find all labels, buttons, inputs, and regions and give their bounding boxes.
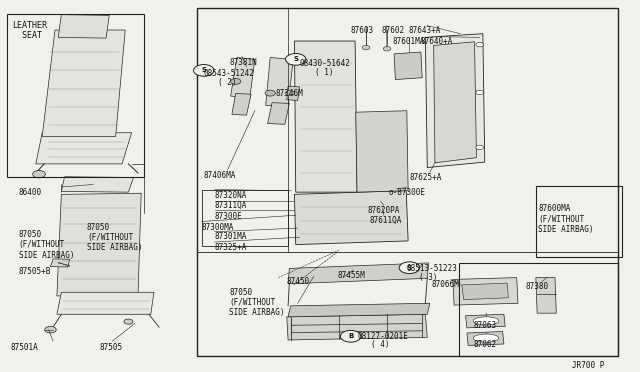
Circle shape <box>476 90 483 94</box>
Circle shape <box>193 64 214 76</box>
Polygon shape <box>394 52 422 80</box>
Circle shape <box>285 90 294 96</box>
Text: 87320NA: 87320NA <box>214 191 247 200</box>
Text: 08543-51242: 08543-51242 <box>204 68 255 77</box>
Polygon shape <box>294 41 357 192</box>
Circle shape <box>362 45 370 50</box>
Text: 87050
(F/WITHOUT
SIDE AIRBAG): 87050 (F/WITHOUT SIDE AIRBAG) <box>87 222 143 252</box>
Text: 87505: 87505 <box>100 343 123 352</box>
Polygon shape <box>51 259 70 267</box>
Polygon shape <box>288 303 430 317</box>
Polygon shape <box>356 111 408 192</box>
Bar <box>202 190 288 246</box>
Circle shape <box>45 326 56 333</box>
Text: 87062: 87062 <box>473 340 497 349</box>
Text: 87300MA: 87300MA <box>202 222 234 232</box>
Polygon shape <box>61 177 134 192</box>
Text: ( 1): ( 1) <box>315 68 333 77</box>
Circle shape <box>265 90 275 96</box>
Text: 87600MA
(F/WITHOUT
SIDE AIRBAG): 87600MA (F/WITHOUT SIDE AIRBAG) <box>538 204 594 234</box>
Text: S: S <box>407 265 412 271</box>
Polygon shape <box>42 30 125 137</box>
Polygon shape <box>58 15 109 38</box>
Polygon shape <box>268 103 289 124</box>
Circle shape <box>124 319 133 324</box>
Polygon shape <box>57 292 154 314</box>
Text: 87380: 87380 <box>525 282 548 291</box>
Text: 87455M: 87455M <box>338 271 365 280</box>
Polygon shape <box>288 263 429 284</box>
Polygon shape <box>467 331 504 346</box>
Polygon shape <box>466 314 505 328</box>
Text: 87050
(F/WITHOUT
SIDE AIRBAG): 87050 (F/WITHOUT SIDE AIRBAG) <box>19 230 74 260</box>
Polygon shape <box>426 34 484 167</box>
Polygon shape <box>294 191 408 245</box>
Circle shape <box>399 262 420 273</box>
Polygon shape <box>57 193 141 296</box>
Text: 87620PA: 87620PA <box>368 206 400 215</box>
Text: 87066M: 87066M <box>431 280 459 289</box>
Text: 87300E: 87300E <box>214 212 243 221</box>
Text: ( 2): ( 2) <box>218 78 236 87</box>
Text: 87640+A: 87640+A <box>421 37 453 46</box>
Polygon shape <box>434 42 476 163</box>
Text: 87505+B: 87505+B <box>19 267 51 276</box>
Ellipse shape <box>473 334 499 342</box>
Text: JR700 P: JR700 P <box>572 361 604 370</box>
Bar <box>536 186 622 257</box>
Text: LEATHER
  SEAT: LEATHER SEAT <box>12 21 47 40</box>
Text: B: B <box>348 333 353 339</box>
Circle shape <box>476 145 483 150</box>
Bar <box>460 263 618 356</box>
Text: S: S <box>201 67 206 73</box>
Circle shape <box>340 330 361 342</box>
Circle shape <box>33 170 45 178</box>
Text: 87346M: 87346M <box>275 89 303 99</box>
Text: 87050
(F/WITHOUT
SIDE AIRBAG): 87050 (F/WITHOUT SIDE AIRBAG) <box>229 288 285 317</box>
Text: 87602: 87602 <box>381 26 404 35</box>
Text: o-87300E: o-87300E <box>389 189 426 198</box>
Text: 87603: 87603 <box>351 26 374 35</box>
Circle shape <box>285 54 306 65</box>
Polygon shape <box>36 133 132 164</box>
Text: 87063: 87063 <box>473 321 497 330</box>
Text: 08513-51223: 08513-51223 <box>406 264 457 273</box>
Text: 87406MA: 87406MA <box>204 171 236 180</box>
Polygon shape <box>266 58 293 107</box>
Text: ( 3): ( 3) <box>419 273 438 282</box>
Text: 87381N: 87381N <box>229 58 257 67</box>
Bar <box>7 13 145 177</box>
Polygon shape <box>232 93 251 115</box>
Text: 87311QA: 87311QA <box>214 201 247 210</box>
Polygon shape <box>287 86 300 100</box>
Text: 87601MA: 87601MA <box>393 37 425 46</box>
Text: 08430-51642: 08430-51642 <box>300 60 351 68</box>
Text: 87611QA: 87611QA <box>370 216 402 225</box>
Polygon shape <box>462 283 508 299</box>
Text: 87325+A: 87325+A <box>214 244 247 253</box>
Circle shape <box>230 78 241 84</box>
Ellipse shape <box>473 317 499 325</box>
Text: 87643+A: 87643+A <box>408 26 440 35</box>
Text: 86400: 86400 <box>19 188 42 197</box>
Polygon shape <box>453 278 518 305</box>
Text: S: S <box>293 57 298 62</box>
Bar <box>197 8 618 356</box>
Polygon shape <box>536 278 556 313</box>
Text: 87501A: 87501A <box>10 343 38 352</box>
Text: 87301MA: 87301MA <box>214 232 247 241</box>
Text: 87450: 87450 <box>287 276 310 285</box>
Circle shape <box>476 42 483 47</box>
Polygon shape <box>287 314 428 340</box>
Text: 87625+A: 87625+A <box>410 173 442 182</box>
Text: ( 4): ( 4) <box>371 340 390 349</box>
Text: 08127-0201E: 08127-0201E <box>357 331 408 340</box>
Circle shape <box>383 46 391 51</box>
Polygon shape <box>230 58 255 98</box>
